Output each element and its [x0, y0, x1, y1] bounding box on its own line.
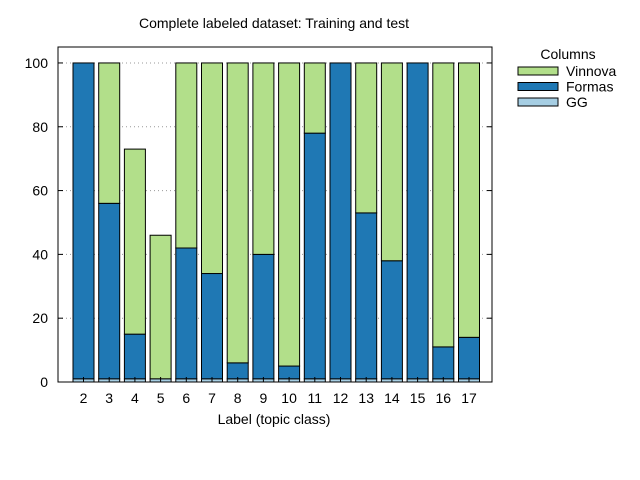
x-tick-label: 8 — [234, 390, 242, 406]
bar-formas-6 — [175, 247, 198, 380]
bars — [72, 62, 480, 383]
bar-vinnova-7 — [201, 62, 223, 275]
x-tick-label: 7 — [208, 390, 216, 406]
bar-vinnova-14 — [380, 62, 403, 262]
x-axis-label: Label (topic class) — [218, 411, 331, 427]
bar-formas-15 — [406, 62, 429, 380]
bar-formas-17 — [458, 336, 480, 380]
x-tick-label: 10 — [281, 390, 297, 406]
bar-vinnova-13 — [355, 62, 378, 214]
y-tick-label: 0 — [40, 374, 48, 390]
y-tick-label: 60 — [32, 183, 48, 199]
x-tick-label: 9 — [260, 390, 268, 406]
legend-swatch-formas — [517, 82, 559, 91]
legend-label-gg: GG — [566, 94, 588, 110]
bar-formas-14 — [380, 260, 403, 380]
bar-formas-4 — [123, 333, 146, 380]
legend-title: Columns — [540, 46, 595, 62]
x-tick-label: 6 — [182, 390, 190, 406]
bar-vinnova-8 — [226, 62, 249, 364]
bar-formas-9 — [252, 253, 275, 380]
bar-vinnova-9 — [252, 62, 275, 255]
bar-formas-3 — [98, 202, 121, 380]
x-tick-label: 12 — [333, 390, 349, 406]
plot-frame — [57, 46, 493, 383]
x-tick-label: 13 — [358, 390, 374, 406]
x-tick-label: 2 — [80, 390, 88, 406]
x-tick-label: 15 — [410, 390, 426, 406]
legend-swatch-gg — [517, 97, 559, 107]
bar-vinnova-16 — [432, 62, 455, 348]
bar-formas-7 — [201, 273, 223, 380]
bar-vinnova-4 — [123, 148, 146, 335]
y-tick-label: 100 — [25, 55, 49, 71]
bar-vinnova-11 — [303, 62, 326, 134]
bar-formas-2 — [72, 62, 95, 380]
x-axis: 2 3 4 5 6 7 8 9 10 11 12 13 14 15 16 17 — [80, 377, 477, 406]
x-tick-label: 11 — [308, 390, 323, 406]
y-axis: 0 20 40 60 80 100 — [25, 55, 492, 390]
bar-formas-8 — [226, 362, 249, 380]
legend-label-formas: Formas — [566, 79, 613, 95]
x-tick-label: 5 — [157, 390, 165, 406]
bar-vinnova-3 — [98, 62, 121, 204]
bar-formas-13 — [355, 212, 378, 380]
y-tick-label: 80 — [32, 119, 48, 135]
bar-formas-12 — [329, 62, 352, 380]
bar-formas-16 — [432, 346, 455, 380]
x-tick-label: 14 — [384, 390, 400, 406]
bar-formas-10 — [278, 365, 301, 380]
bar-formas-11 — [303, 132, 326, 380]
x-tick-label: 3 — [105, 390, 113, 406]
y-tick-label: 20 — [32, 310, 48, 326]
legend-swatch-vinnova — [517, 66, 559, 76]
x-tick-label: 16 — [436, 390, 452, 406]
x-tick-label: 4 — [131, 390, 139, 406]
x-tick-label: 17 — [461, 390, 477, 406]
bar-vinnova-6 — [175, 62, 198, 249]
legend-label-vinnova: Vinnova — [566, 63, 617, 79]
bar-vinnova-10 — [278, 62, 301, 367]
bar-vinnova-5 — [149, 234, 172, 380]
bar-vinnova-17 — [458, 62, 480, 338]
chart-title: Complete labeled dataset: Training and t… — [139, 15, 409, 31]
y-tick-label: 40 — [32, 246, 48, 262]
